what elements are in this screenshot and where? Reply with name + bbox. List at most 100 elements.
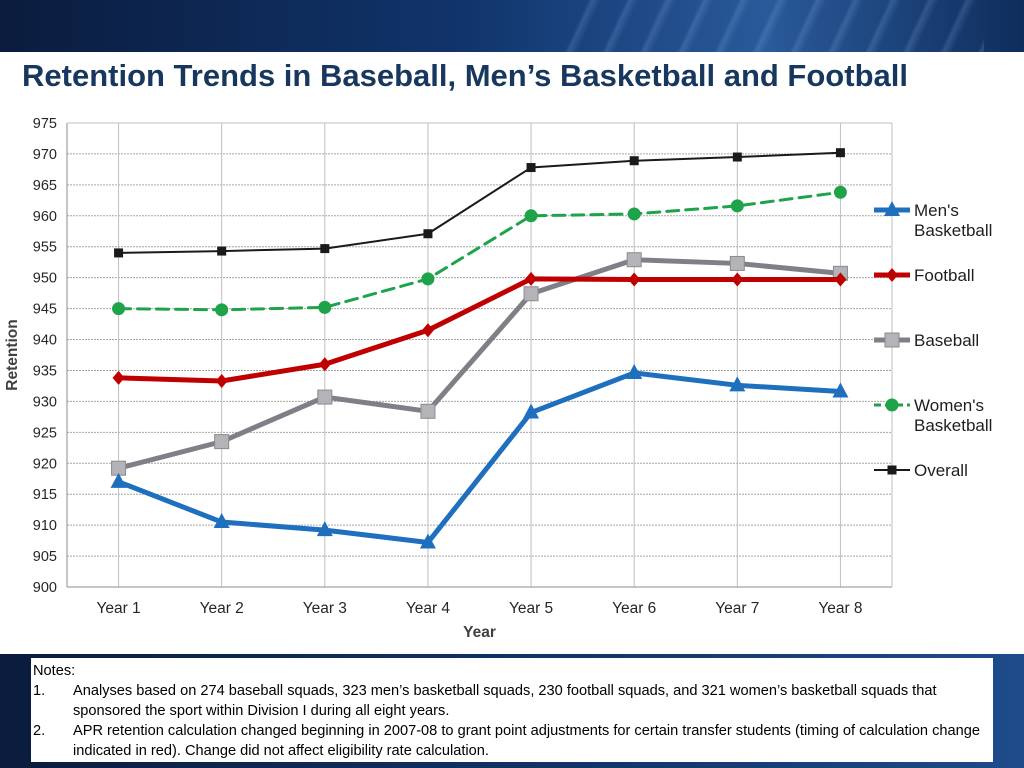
data-point <box>525 271 538 286</box>
legend-swatch-marker <box>884 201 900 216</box>
legend-label-line: Women's <box>914 396 984 415</box>
data-point <box>628 272 641 287</box>
data-point <box>524 209 538 223</box>
y-tick-label: 920 <box>33 456 57 472</box>
data-point <box>419 533 436 549</box>
legend-item: Baseball <box>874 331 979 350</box>
data-point <box>110 472 127 488</box>
series-women-s-basketball <box>112 185 847 317</box>
notes-box: Notes: 1. Analyses based on 274 baseball… <box>31 658 993 762</box>
data-point <box>626 252 642 268</box>
note-item: 1. Analyses based on 274 baseball squads… <box>31 681 993 721</box>
data-point <box>112 370 125 385</box>
data-point <box>730 199 744 213</box>
data-point <box>320 244 330 254</box>
y-tick-label: 965 <box>33 178 57 194</box>
x-axis-title: Year <box>463 624 496 641</box>
legend-swatch-marker <box>885 398 899 412</box>
data-point <box>318 357 331 372</box>
series-line <box>116 370 843 545</box>
data-point <box>729 255 745 271</box>
y-tick-label: 970 <box>33 147 57 163</box>
y-axis-title: Retention <box>4 319 21 390</box>
series-line <box>117 151 842 254</box>
data-point <box>526 163 536 173</box>
y-tick-label: 915 <box>33 487 57 503</box>
data-point <box>835 148 845 158</box>
data-point <box>114 248 124 258</box>
data-point <box>316 521 333 537</box>
notes-heading: Notes: <box>33 663 76 679</box>
top-banner <box>0 0 1024 52</box>
data-point <box>217 246 227 256</box>
data-point <box>421 272 435 286</box>
note-number: 1. <box>33 683 46 699</box>
legend-item: Women's Basketball <box>874 396 992 435</box>
data-point <box>215 373 228 388</box>
x-tick-label: Year 8 <box>818 600 862 617</box>
data-point <box>317 389 333 405</box>
y-tick-label: 950 <box>33 271 57 287</box>
x-tick-label: Year 6 <box>612 600 656 617</box>
y-tick-label: 960 <box>33 209 57 225</box>
x-tick-label: Year 5 <box>509 600 553 617</box>
data-point <box>213 513 230 529</box>
series-overall <box>114 148 845 258</box>
data-point <box>626 363 643 379</box>
series-football <box>112 271 847 388</box>
legend-swatch-marker <box>886 268 898 282</box>
legend-item: Overall <box>874 461 968 480</box>
data-point <box>832 382 849 398</box>
data-point <box>112 302 126 316</box>
y-tick-label: 900 <box>33 580 57 596</box>
note-item: 2. APR retention calculation changed beg… <box>31 721 993 761</box>
legend-label: Football <box>914 266 974 285</box>
y-tick-label: 930 <box>33 394 57 410</box>
legend-label-line: Basketball <box>914 416 992 435</box>
legend-label: Baseball <box>914 331 979 350</box>
data-point <box>833 185 847 199</box>
legend-label-line: Basketball <box>914 221 992 240</box>
x-tick-label: Year 4 <box>406 600 451 617</box>
note-number: 2. <box>33 723 46 739</box>
data-point <box>423 229 433 239</box>
y-tick-label: 945 <box>33 302 57 318</box>
data-point <box>627 207 641 221</box>
data-point <box>421 323 434 338</box>
y-tick-label: 910 <box>33 518 57 534</box>
y-tick-label: 975 <box>33 116 57 132</box>
series-line <box>116 276 843 384</box>
legend-label: Women's Basketball <box>914 396 992 435</box>
x-tick-label: Year 2 <box>200 600 244 617</box>
note-text: Analyses based on 274 baseball squads, 3… <box>73 683 937 719</box>
series-baseball <box>111 252 848 476</box>
x-tick-label: Year 1 <box>96 600 140 617</box>
y-tick-label: 905 <box>33 549 57 565</box>
data-point <box>420 403 436 419</box>
data-point <box>731 272 744 287</box>
series-line <box>116 257 843 471</box>
legend-label: Men's Basketball <box>914 201 992 240</box>
x-tick-label: Year 3 <box>303 600 347 617</box>
legend-swatch-marker <box>887 465 897 475</box>
series-line <box>117 190 842 312</box>
data-point <box>732 152 742 162</box>
legend-label: Overall <box>914 461 968 480</box>
y-tick-label: 935 <box>33 363 57 379</box>
data-point <box>629 156 639 166</box>
data-point <box>729 376 746 392</box>
data-point <box>318 300 332 314</box>
y-tick-label: 940 <box>33 333 57 349</box>
legend-item: Men's Basketball <box>874 201 992 240</box>
data-point <box>523 286 539 302</box>
y-tick-label: 925 <box>33 425 57 441</box>
legend-item: Football <box>874 266 974 285</box>
page-title: Retention Trends in Baseball, Men’s Bask… <box>22 58 908 93</box>
x-tick-label: Year 7 <box>715 600 759 617</box>
data-point <box>523 403 540 419</box>
retention-line-chart: 900 905 910 915 920 925 930 935 940 945 950 955 960 9… <box>4 116 992 641</box>
y-tick-label: 955 <box>33 240 57 256</box>
banner-decoration <box>564 0 984 52</box>
data-point <box>214 434 230 450</box>
data-point <box>215 303 229 317</box>
